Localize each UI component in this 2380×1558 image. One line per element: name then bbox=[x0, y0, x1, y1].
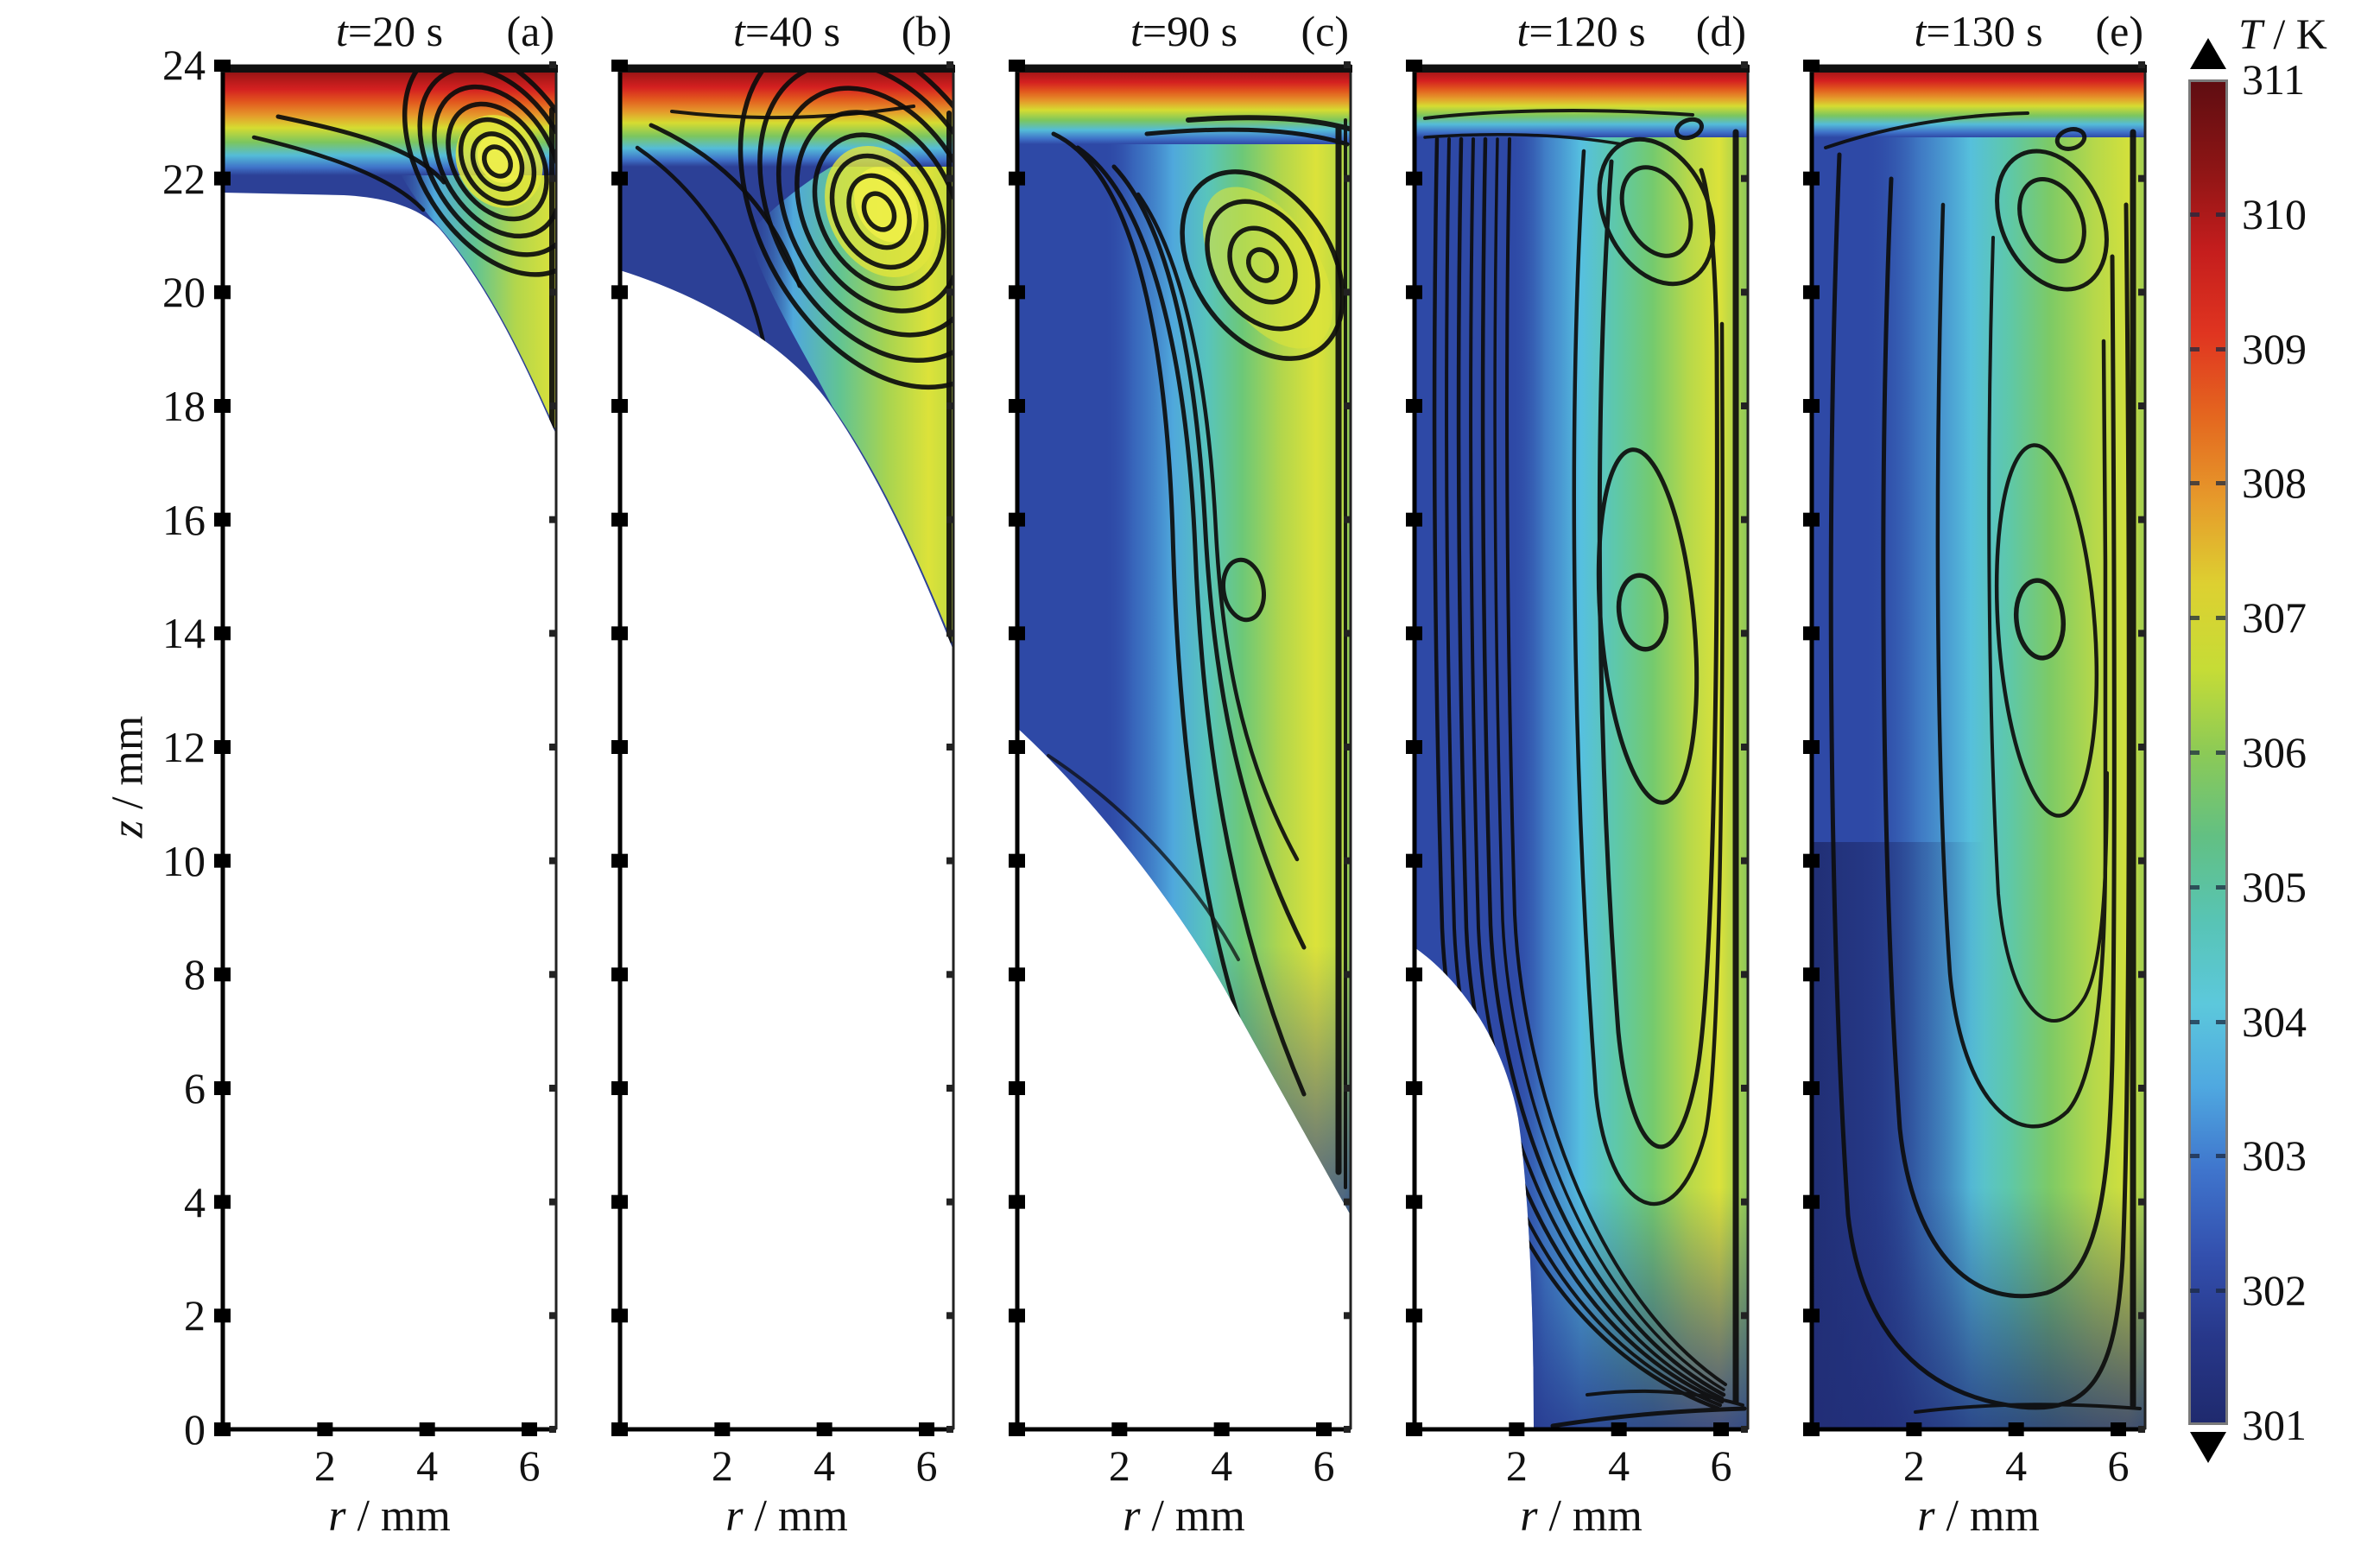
panel-a-title: t=20 s (a) bbox=[335, 7, 554, 55]
r-tick-label: 4 bbox=[813, 1441, 836, 1490]
colorbar-tick-label: 309 bbox=[2242, 324, 2307, 373]
r-tick-label: 4 bbox=[1211, 1441, 1233, 1490]
r-tick-label: 6 bbox=[915, 1441, 938, 1490]
colorbar-tick-mark bbox=[2216, 616, 2225, 621]
colorbar-tick-label: 307 bbox=[2242, 593, 2307, 643]
z-tick-label: 6 bbox=[184, 1063, 206, 1112]
colorbar-tick-mark bbox=[2216, 1154, 2225, 1159]
panel-e-r-label: r / mm bbox=[1917, 1492, 2040, 1541]
colorbar-tick-label: 303 bbox=[2242, 1131, 2307, 1181]
z-tick-label: 8 bbox=[184, 950, 206, 999]
colorbar-tick-label: 301 bbox=[2242, 1401, 2307, 1449]
colorbar-tick-mark bbox=[2190, 212, 2200, 217]
colorbar-tick-mark bbox=[2190, 1289, 2200, 1294]
r-tick-label: 6 bbox=[518, 1441, 541, 1490]
r-tick-label: 6 bbox=[2107, 1441, 2130, 1490]
panel-a-plot bbox=[212, 58, 558, 1442]
colorbar-tick-mark bbox=[2216, 346, 2225, 352]
colorbar-tick-mark bbox=[2216, 1289, 2225, 1294]
panel-b-title: t=40 s (b) bbox=[732, 7, 952, 55]
colorbar-arrow-down-icon bbox=[2190, 1432, 2226, 1463]
colorbar-tick-label: 311 bbox=[2242, 55, 2306, 104]
r-tick-label: 2 bbox=[711, 1441, 733, 1490]
panel-c-r-label: r / mm bbox=[1123, 1492, 1245, 1541]
z-tick-label: 10 bbox=[162, 836, 206, 885]
colorbar-tick-label: 308 bbox=[2242, 459, 2307, 508]
colorbar-tick-mark bbox=[2216, 1019, 2225, 1024]
z-tick-label: 14 bbox=[162, 609, 206, 658]
colorbar-tick-label: 302 bbox=[2242, 1266, 2307, 1315]
z-tick-label: 0 bbox=[184, 1404, 206, 1454]
z-tick-label: 24 bbox=[162, 41, 206, 89]
panel-b-plot bbox=[610, 58, 955, 1442]
z-tick-label: 20 bbox=[162, 268, 206, 317]
colorbar-tick-mark bbox=[2190, 1019, 2200, 1024]
r-tick-label: 4 bbox=[2005, 1441, 2028, 1490]
r-tick-label: 2 bbox=[313, 1441, 336, 1490]
panel-e-title: t=130 s (e) bbox=[1914, 7, 2143, 55]
panel-b-r-label: r / mm bbox=[725, 1492, 848, 1541]
r-tick-label: 2 bbox=[1108, 1441, 1130, 1490]
panel-a-r-label: r / mm bbox=[328, 1492, 451, 1541]
colorbar-tick-label: 310 bbox=[2242, 189, 2307, 238]
panel-d-plot bbox=[1404, 58, 1750, 1442]
z-tick-label: 16 bbox=[162, 495, 206, 544]
colorbar-tick-label: 304 bbox=[2242, 997, 2307, 1046]
colorbar-tick-mark bbox=[2216, 481, 2225, 486]
r-tick-label: 6 bbox=[1313, 1441, 1335, 1490]
panel-c-plot bbox=[1007, 58, 1352, 1442]
r-tick-label: 6 bbox=[1710, 1441, 1732, 1490]
colorbar-tick-mark bbox=[2190, 481, 2200, 486]
colorbar-tick-mark bbox=[2190, 750, 2200, 755]
z-tick-label: 2 bbox=[184, 1291, 206, 1340]
z-tick-label: 22 bbox=[162, 154, 206, 203]
r-tick-label: 2 bbox=[1902, 1441, 1925, 1490]
panel-e-plot bbox=[1801, 58, 2147, 1442]
panel-d-title: t=120 s (d) bbox=[1516, 7, 1746, 55]
colorbar-tick-mark bbox=[2216, 750, 2225, 755]
colorbar-title: T / K bbox=[2238, 10, 2327, 58]
colorbar-tick-mark bbox=[2190, 616, 2200, 621]
r-tick-label: 4 bbox=[416, 1441, 439, 1490]
colorbar-tick-label: 306 bbox=[2242, 728, 2307, 776]
colorbar-tick-mark bbox=[2190, 884, 2200, 890]
panel-d-r-label: r / mm bbox=[1520, 1492, 1643, 1541]
r-tick-label: 2 bbox=[1505, 1441, 1528, 1490]
z-tick-label: 18 bbox=[162, 381, 206, 430]
panel-c-title: t=90 s (c) bbox=[1130, 7, 1349, 55]
z-tick-label: 12 bbox=[162, 722, 206, 771]
colorbar-tick-mark bbox=[2190, 1154, 2200, 1159]
colorbar-tick-mark bbox=[2216, 212, 2225, 217]
colorbar-tick-label: 305 bbox=[2242, 862, 2307, 911]
colorbar-tick-mark bbox=[2190, 346, 2200, 352]
z-tick-label: 4 bbox=[184, 1177, 206, 1226]
colorbar-tick-mark bbox=[2216, 884, 2225, 890]
r-tick-label: 4 bbox=[1608, 1441, 1630, 1490]
colorbar-arrow-up-icon bbox=[2190, 38, 2226, 69]
